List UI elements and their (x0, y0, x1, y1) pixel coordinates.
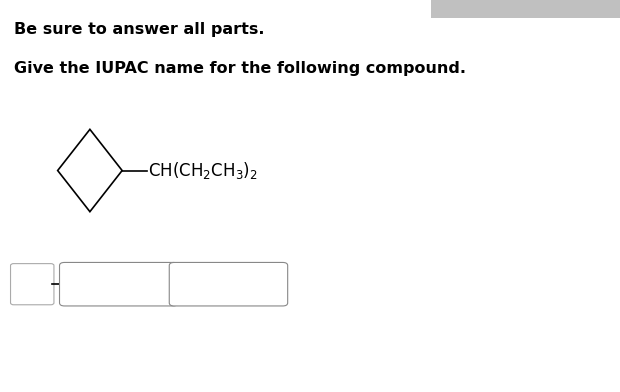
Text: (select): (select) (184, 277, 236, 291)
Text: (select): (select) (74, 277, 126, 291)
Text: ∨: ∨ (264, 277, 277, 292)
FancyBboxPatch shape (11, 264, 54, 305)
Text: ∨: ∨ (154, 277, 167, 292)
Bar (431, 0, 620, 18)
FancyBboxPatch shape (60, 263, 178, 306)
Text: Give the IUPAC name for the following compound.: Give the IUPAC name for the following co… (14, 61, 466, 76)
Text: Be sure to answer all parts.: Be sure to answer all parts. (14, 22, 264, 36)
Text: $\mathrm{CH(CH_2CH_3)_2}$: $\mathrm{CH(CH_2CH_3)_2}$ (148, 160, 258, 181)
FancyBboxPatch shape (169, 263, 288, 306)
